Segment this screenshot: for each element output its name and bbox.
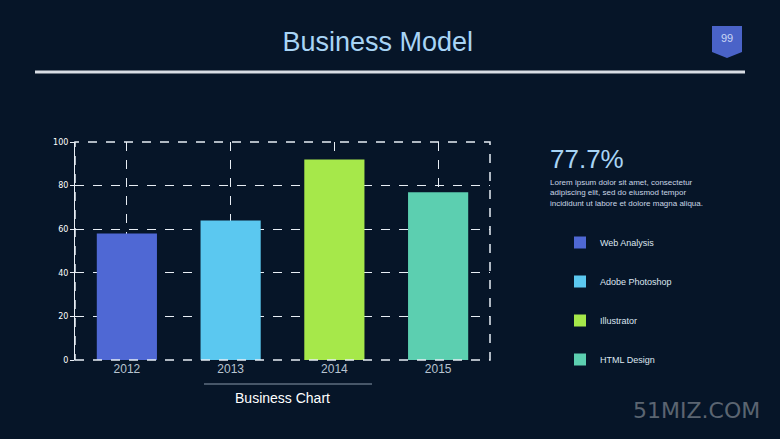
- svg-text:2014: 2014: [321, 362, 348, 376]
- svg-text:80: 80: [58, 181, 68, 190]
- svg-text:0: 0: [63, 356, 68, 365]
- svg-text:Illustrator: Illustrator: [600, 316, 637, 326]
- svg-text:100: 100: [53, 138, 68, 147]
- svg-text:Web Analysis: Web Analysis: [600, 238, 654, 248]
- svg-text:20: 20: [58, 312, 68, 321]
- svg-text:2012: 2012: [114, 362, 141, 376]
- svg-text:Business Model: Business Model: [283, 27, 474, 57]
- svg-text:40: 40: [58, 269, 68, 278]
- svg-text:Business Chart: Business Chart: [235, 390, 330, 406]
- svg-text:77.7%: 77.7%: [550, 144, 624, 174]
- svg-text:Lorem ipsum dolor sit amet, co: Lorem ipsum dolor sit amet, consectetura…: [550, 178, 703, 208]
- svg-text:Adobe Photoshop: Adobe Photoshop: [600, 277, 672, 287]
- svg-text:2013: 2013: [217, 362, 244, 376]
- svg-text:99: 99: [721, 32, 733, 44]
- svg-text:51MIZ.COM: 51MIZ.COM: [633, 398, 760, 423]
- svg-text:2015: 2015: [425, 362, 452, 376]
- svg-text:HTML Design: HTML Design: [600, 355, 655, 365]
- svg-text:60: 60: [58, 225, 68, 234]
